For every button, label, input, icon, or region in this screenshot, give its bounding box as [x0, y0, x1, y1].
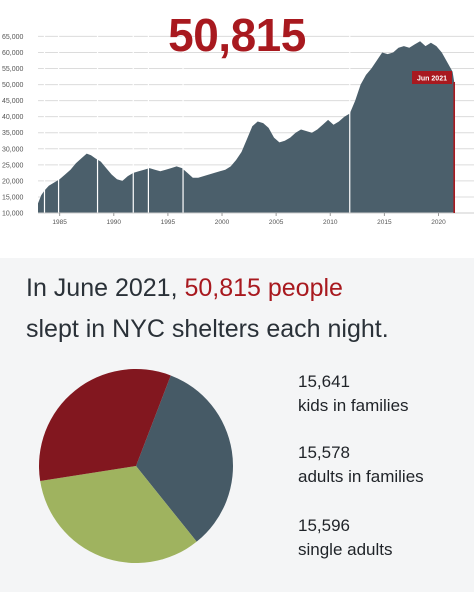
y-tick-label: 65,000: [2, 34, 24, 41]
x-tick-label: 1990: [107, 219, 122, 226]
y-tick-label: 55,000: [2, 66, 24, 73]
x-tick-label: 2020: [431, 219, 446, 226]
x-tick-label: 2015: [377, 219, 392, 226]
y-tick-label: 25,000: [2, 162, 24, 169]
legend-value-kids: 15,641: [298, 372, 350, 391]
callout-box: [412, 71, 452, 84]
y-tick-label: 35,000: [2, 130, 24, 137]
y-tick-label: 60,000: [2, 50, 24, 57]
y-tick-label: 15,000: [2, 194, 24, 201]
population-pie-chart: [39, 368, 234, 564]
legend-value-single: 15,596: [298, 516, 350, 535]
shelter-population-area-chart: 10,000 15,000 20,000 25,000 30,000 35,000 40,0…: [2, 25, 474, 226]
y-tick-label: 20,000: [2, 178, 24, 185]
headline-line-1: In June 2021, 50,815 people: [26, 274, 343, 303]
y-tick-label: 45,000: [2, 98, 24, 105]
y-tick-label: 50,000: [2, 82, 24, 89]
x-tick-label: 2010: [323, 219, 338, 226]
x-tick-label: 1995: [161, 219, 176, 226]
legend-value-adults-families: 15,578: [298, 443, 350, 462]
headline-highlight: 50,815 people: [184, 274, 343, 302]
legend-label-adults-families: adults in families: [298, 467, 424, 486]
pie-slice-adults-in-families: [40, 466, 197, 564]
x-tick-label: 2005: [269, 219, 284, 226]
shelter-population-area: [38, 41, 455, 214]
pie-slice-kids-in-families: [136, 375, 234, 542]
headline-prefix: In June 2021,: [26, 274, 185, 302]
y-tick-label: 10,000: [2, 211, 24, 218]
big-number: 50,815: [168, 9, 306, 61]
y-tick-label: 30,000: [2, 146, 24, 153]
y-tick-label: 40,000: [2, 114, 24, 121]
legend-label-kids: kids in families: [298, 396, 409, 415]
x-tick-label: 1985: [52, 219, 67, 226]
pie-slice-single-adults: [39, 368, 171, 482]
legend-label-single: single adults: [298, 540, 393, 559]
headline-line-2: slept in NYC shelters each night.: [26, 315, 389, 343]
callout-label: Jun 2021: [417, 76, 447, 83]
x-tick-label: 2000: [215, 219, 230, 226]
chart-panel: 10,000 15,000 20,000 25,000 30,000 35,000 40,0…: [0, 0, 474, 238]
